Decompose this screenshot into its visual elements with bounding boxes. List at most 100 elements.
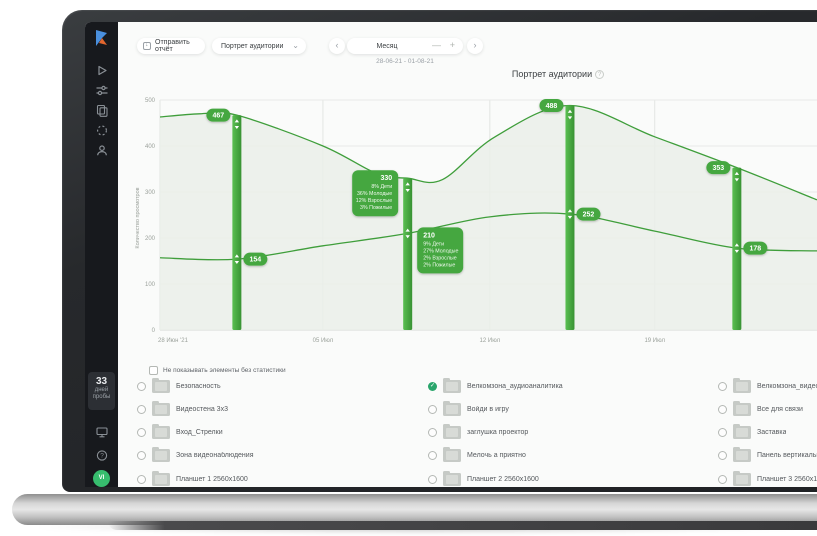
radio-unchecked-icon[interactable] xyxy=(718,474,727,484)
radio-unchecked-icon[interactable] xyxy=(137,474,146,484)
radio-unchecked-icon[interactable] xyxy=(718,381,727,391)
svg-text:12% Взрослые: 12% Взрослые xyxy=(356,198,392,204)
svg-text:05 Июл: 05 Июл xyxy=(313,338,334,344)
chart-bar-marker[interactable] xyxy=(732,167,742,330)
folder-icon xyxy=(443,424,461,440)
period-value: Месяц xyxy=(376,42,398,50)
svg-text:252: 252 xyxy=(583,212,595,219)
folder-icon xyxy=(733,447,751,463)
filter-item[interactable]: Планшет 1 2560x1600 xyxy=(137,470,417,486)
sidebar: 33 дней пробы ? VI xyxy=(85,22,118,487)
radio-checked-icon[interactable]: ✓ xyxy=(428,381,437,391)
filter-item[interactable]: Видеостена 3x3 xyxy=(137,400,417,416)
radio-unchecked-icon[interactable] xyxy=(137,404,146,414)
filter-item[interactable]: Все для связи xyxy=(718,400,817,416)
radio-unchecked-icon[interactable] xyxy=(137,428,146,438)
filter-item-label: Заставка xyxy=(757,429,787,437)
hide-empty-label: Не показывать элементы без статистики xyxy=(163,367,286,374)
svg-text:3% Пожилые: 3% Пожилые xyxy=(360,205,392,211)
chart-bar-marker[interactable] xyxy=(565,105,575,330)
filter-item-label: Видеостена 3x3 xyxy=(176,405,228,413)
chart-bar-marker[interactable] xyxy=(403,178,413,330)
svg-text:488: 488 xyxy=(546,103,558,110)
svg-text:100: 100 xyxy=(145,282,156,288)
monitor-icon[interactable] xyxy=(95,426,108,439)
checkbox-unchecked[interactable] xyxy=(149,366,158,375)
user-icon[interactable] xyxy=(95,144,108,157)
play-icon[interactable] xyxy=(95,64,108,77)
filter-item-label: Планшет 3 2560x1600 xyxy=(757,475,817,483)
info-icon[interactable]: ? xyxy=(595,70,605,79)
filter-item[interactable]: Вход_Стрелки xyxy=(137,424,417,440)
filter-item[interactable]: Безопасность xyxy=(137,377,417,393)
radio-unchecked-icon[interactable] xyxy=(428,404,437,414)
filter-item[interactable]: ✓ Велкомзона_аудиоаналитика xyxy=(428,377,708,393)
send-report-button[interactable]: Отправить отчёт xyxy=(137,38,205,54)
prev-period-button[interactable]: ‹ xyxy=(329,38,345,54)
zoom-out-icon[interactable]: — xyxy=(432,40,441,50)
svg-text:330: 330 xyxy=(381,175,393,182)
svg-text:19 Июл: 19 Июл xyxy=(644,338,665,344)
equalizer-icon[interactable] xyxy=(95,84,108,97)
svg-text:36% Молодые: 36% Молодые xyxy=(357,191,392,197)
folder-icon xyxy=(443,400,461,416)
zoom-in-icon[interactable]: + xyxy=(449,40,455,50)
chevron-down-icon: ⌄ xyxy=(292,41,299,50)
svg-text:Количество просмотров: Количество просмотров xyxy=(135,187,141,248)
chart-bar-marker[interactable] xyxy=(232,115,242,331)
filter-item-label: Вход_Стрелки xyxy=(176,429,223,437)
avatar[interactable]: VI xyxy=(93,470,110,487)
report-type-dropdown[interactable]: Портрет аудитории ⌄ xyxy=(212,38,306,54)
filter-item[interactable]: Планшет 3 2560x1600 xyxy=(718,470,817,486)
svg-text:178: 178 xyxy=(750,246,762,253)
audience-chart: 500 400 300 200 100 0 467 154 330 8% Дети 36% Моло… xyxy=(130,88,817,353)
filter-item[interactable]: заглушка проектор xyxy=(428,424,708,440)
folder-icon xyxy=(733,470,751,486)
svg-text:210: 210 xyxy=(423,232,435,239)
svg-text:2% Взрослые: 2% Взрослые xyxy=(423,255,457,261)
filter-column-2: ✓ Велкомзона_аудиоаналитика Войди в игру за… xyxy=(428,377,708,487)
filter-item[interactable]: Мелочь а приятно xyxy=(428,447,708,463)
app-logo-icon[interactable] xyxy=(94,29,110,47)
spinner-icon[interactable] xyxy=(95,124,108,137)
filter-item-label: Мелочь а приятно xyxy=(467,452,526,460)
filter-item[interactable]: Заставка xyxy=(718,424,817,440)
filter-column-3: Велкомзона_видеоаналитика Все для связи За… xyxy=(718,377,817,487)
radio-unchecked-icon[interactable] xyxy=(718,451,727,461)
trial-caption: дней xyxy=(94,387,109,393)
report-type-value: Портрет аудитории xyxy=(221,42,284,50)
help-icon[interactable]: ? xyxy=(95,449,108,462)
filter-item[interactable]: Планшет 2 2560x1600 xyxy=(428,470,708,486)
radio-unchecked-icon[interactable] xyxy=(137,451,146,461)
svg-text:200: 200 xyxy=(145,236,156,242)
hide-empty-toggle[interactable]: Не показывать элементы без статистики xyxy=(149,366,286,375)
date-range: 28-06-21 - 01-08-21 xyxy=(376,58,434,65)
folder-icon xyxy=(733,400,751,416)
svg-text:?: ? xyxy=(100,453,104,460)
radio-unchecked-icon[interactable] xyxy=(137,381,146,391)
laptop-base xyxy=(12,494,817,525)
filter-item[interactable]: Панель вертикальная внутренняя xyxy=(718,447,817,463)
download-icon xyxy=(143,41,151,50)
radio-unchecked-icon[interactable] xyxy=(428,474,437,484)
filter-item-label: Зона видеонаблюдения xyxy=(176,452,254,460)
radio-unchecked-icon[interactable] xyxy=(428,451,437,461)
radio-unchecked-icon[interactable] xyxy=(428,428,437,438)
pages-icon[interactable] xyxy=(95,104,108,117)
trial-badge[interactable]: 33 дней пробы xyxy=(88,372,115,410)
send-report-label: Отправить отчёт xyxy=(155,39,190,53)
filter-item[interactable]: Велкомзона_видеоаналитика xyxy=(718,377,817,393)
filter-column-1: Безопасность Видеостена 3x3 Вход_Стрелки Зо… xyxy=(137,377,417,487)
radio-unchecked-icon[interactable] xyxy=(718,404,727,414)
svg-text:400: 400 xyxy=(145,144,156,150)
filter-item[interactable]: Зона видеонаблюдения xyxy=(137,447,417,463)
svg-text:0: 0 xyxy=(152,328,156,334)
chart-title: Портрет аудитории xyxy=(511,69,593,79)
filter-item-label: Планшет 2 2560x1600 xyxy=(467,475,539,483)
radio-unchecked-icon[interactable] xyxy=(718,428,727,438)
period-selector[interactable]: Месяц — + xyxy=(347,38,463,54)
filter-item[interactable]: Войди в игру xyxy=(428,400,708,416)
trial-days: 33 xyxy=(95,376,108,387)
next-period-button[interactable]: › xyxy=(467,38,483,54)
